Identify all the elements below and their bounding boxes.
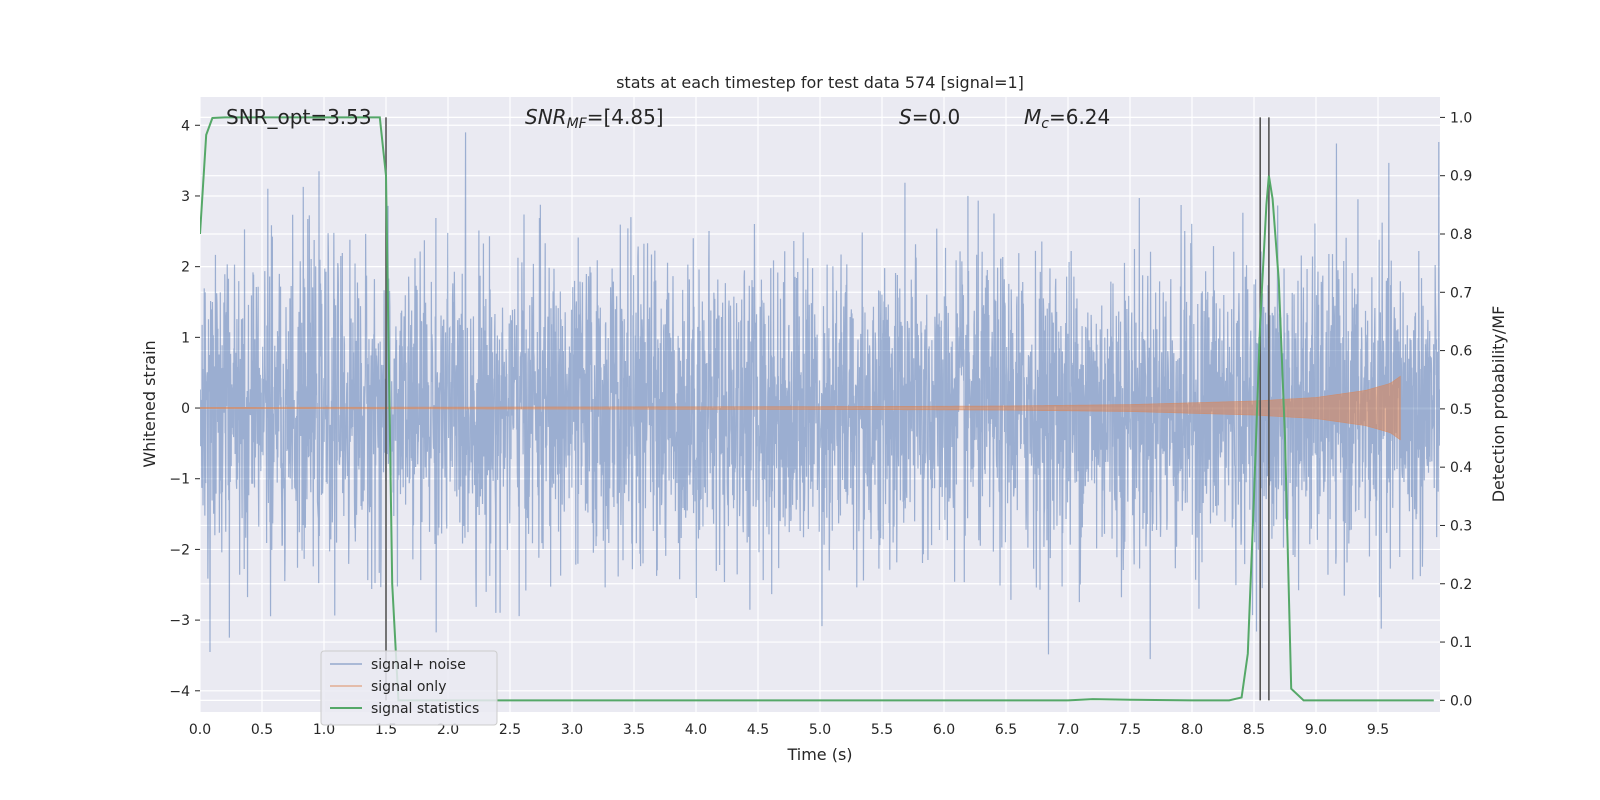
y-tick-label: 1 [181, 330, 190, 346]
y-tick-label: −4 [169, 684, 190, 700]
x-tick-label: 6.5 [995, 722, 1017, 738]
x-tick-label: 0.0 [189, 722, 211, 738]
chart-title: stats at each timestep for test data 574… [616, 73, 1024, 92]
x-tick-label: 2.5 [499, 722, 521, 738]
annotation-snr-mf: SNRMF=[4.85] [525, 105, 664, 132]
y-right-axis-label: Detection probability/MF [1489, 306, 1508, 503]
series-signal-statistics [200, 116, 1434, 702]
y-right-tick-label: 0.5 [1450, 402, 1472, 418]
y-axis-ticks: −4 −3 −2 −1 0 1 2 3 4 [169, 118, 200, 700]
y-right-tick-label: 0.3 [1450, 518, 1472, 534]
x-tick-label: 8.0 [1181, 722, 1203, 738]
y-tick-label: −3 [169, 613, 190, 629]
x-axis-label: Time (s) [786, 745, 852, 764]
y-axis-label: Whitened strain [140, 340, 159, 467]
x-tick-label: 7.5 [1119, 722, 1141, 738]
annotation-mc-label: M [1024, 105, 1041, 129]
annotation-snr-mf-value: =[4.85] [587, 105, 664, 129]
x-tick-label: 3.0 [561, 722, 583, 738]
x-tick-label: 9.5 [1367, 722, 1389, 738]
x-tick-label: 5.0 [809, 722, 831, 738]
legend-label-signal-statistics: signal statistics [371, 701, 479, 717]
legend: signal+ noise signal only signal statist… [320, 650, 498, 726]
y-right-tick-label: 1.0 [1450, 110, 1472, 126]
y-tick-label: −2 [169, 542, 190, 558]
x-tick-label: 7.0 [1057, 722, 1079, 738]
x-tick-label: 2.0 [437, 722, 459, 738]
annotation-mc: Mc=6.24 [1024, 105, 1110, 132]
y-right-tick-label: 0.2 [1450, 577, 1472, 593]
y-right-tick-label: 0.6 [1450, 344, 1472, 360]
annotation-snr-mf-sub: MF [567, 116, 588, 132]
annotation-snr-opt: SNR_opt=3.53 [226, 105, 372, 129]
x-tick-label: 0.5 [251, 722, 273, 738]
x-tick-label: 3.5 [623, 722, 645, 738]
y-tick-label: 2 [181, 260, 190, 276]
y-right-tick-label: 0.9 [1450, 169, 1472, 185]
y-tick-label: 3 [181, 189, 190, 205]
x-tick-label: 6.0 [933, 722, 955, 738]
y-right-axis-ticks: 0.0 0.1 0.2 0.3 0.4 0.5 0.6 0.7 0.8 0.9 1.0 [1440, 110, 1472, 709]
y-right-tick-label: 0.0 [1450, 693, 1472, 709]
x-tick-label: 1.5 [375, 722, 397, 738]
y-right-tick-label: 0.7 [1450, 285, 1472, 301]
legend-label-signal-plus-noise: signal+ noise [371, 657, 466, 673]
y-tick-label: 0 [181, 401, 190, 417]
x-tick-label: 9.0 [1305, 722, 1327, 738]
series-signal-only [200, 375, 1401, 441]
y-tick-label: 4 [181, 118, 190, 134]
x-tick-label: 5.5 [871, 722, 893, 738]
annotation-s: S=0.0 [899, 105, 960, 129]
annotation-s-value: =0.0 [912, 105, 961, 129]
x-tick-label: 4.0 [685, 722, 707, 738]
y-tick-label: −1 [169, 472, 190, 488]
y-right-tick-label: 0.4 [1450, 460, 1472, 476]
series-signal-plus-noise [200, 132, 1440, 660]
legend-label-signal-only: signal only [371, 679, 446, 695]
x-tick-label: 4.5 [747, 722, 769, 738]
x-tick-label: 8.5 [1243, 722, 1265, 738]
x-tick-label: 1.0 [313, 722, 335, 738]
annotation-s-label: S [899, 105, 912, 129]
annotation-mc-sub: c [1041, 116, 1049, 132]
annotation-snr-mf-label: SNR [525, 105, 567, 129]
y-right-tick-label: 0.8 [1450, 227, 1472, 243]
annotation-mc-value: =6.24 [1049, 105, 1110, 129]
y-right-tick-label: 0.1 [1450, 635, 1472, 651]
x-axis-ticks: 0.0 0.5 1.0 1.5 2.0 2.5 3.0 3.5 4.0 4.5 5.0 5.5 6.0 6… [189, 722, 1389, 738]
